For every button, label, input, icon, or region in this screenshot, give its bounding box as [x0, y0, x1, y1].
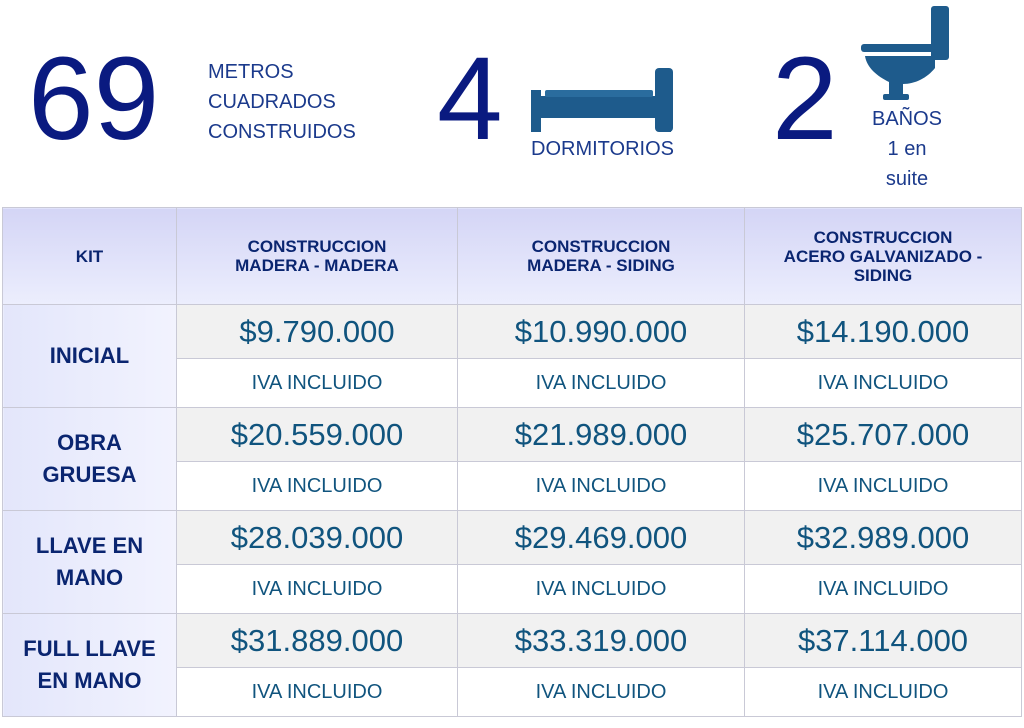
price-cell: $28.039.000 [176, 510, 458, 565]
area-caption: METROS CUADRADOS CONSTRUIDOS [208, 57, 408, 147]
table-row: INICIAL $9.790.000 $10.990.000 $14.190.0… [2, 304, 1022, 408]
iva-note: IVA INCLUIDO [457, 667, 745, 717]
price-cell: $20.559.000 [176, 407, 458, 462]
table-row: FULL LLAVE EN MANO $31.889.000 $33.319.0… [2, 613, 1022, 717]
table-header-row: KIT CONSTRUCCION MADERA - MADERA CONSTRU… [2, 207, 1022, 305]
kit-label-line: INICIAL [49, 343, 130, 368]
price-cell: $10.990.000 [457, 304, 745, 359]
iva-note: IVA INCLUIDO [176, 461, 458, 511]
kit-label-line: FULL LLAVE [23, 636, 156, 661]
header-line: ACERO GALVANIZADO - [783, 246, 983, 266]
iva-note: IVA INCLUIDO [176, 667, 458, 717]
header-line: CONSTRUCCION [813, 227, 953, 247]
header-line: CONSTRUCCION [531, 237, 671, 256]
area-caption-line: CONSTRUIDOS [208, 121, 356, 143]
kit-label: LLAVE EN MANO [2, 510, 177, 614]
price-cell: $9.790.000 [176, 304, 458, 359]
iva-note: IVA INCLUIDO [457, 564, 745, 614]
table-row: OBRA GRUESA $20.559.000 $21.989.000 $25.… [2, 407, 1022, 511]
kit-label-line: GRUESA [42, 462, 137, 487]
kit-label-line: EN MANO [37, 668, 142, 693]
iva-note: IVA INCLUIDO [744, 358, 1022, 408]
price-cell: $21.989.000 [457, 407, 745, 462]
bathrooms-caption-line: suite [885, 168, 929, 190]
price-cell: $25.707.000 [744, 407, 1022, 462]
kit-label: INICIAL [2, 304, 177, 408]
iva-note: IVA INCLUIDO [744, 564, 1022, 614]
table-row: IVA INCLUIDO IVA INCLUIDO IVA INCLUIDO [3, 564, 1022, 614]
bedrooms-number: 4 [437, 33, 503, 165]
area-caption-line: CUADRADOS [208, 91, 336, 113]
iva-note: IVA INCLUIDO [176, 564, 458, 614]
header-line: CONSTRUCCION [247, 237, 387, 256]
bathrooms-number: 2 [772, 33, 838, 165]
price-cell: $32.989.000 [744, 510, 1022, 565]
price-table: KIT CONSTRUCCION MADERA - MADERA CONSTRU… [2, 207, 1022, 717]
header-line: MADERA - SIDING [527, 256, 675, 275]
price-cell: $29.469.000 [457, 510, 745, 565]
header-line: SIDING [853, 265, 913, 285]
header-acero-siding: CONSTRUCCION ACERO GALVANIZADO - SIDING [744, 207, 1022, 305]
bathrooms-caption-line: 1 en [887, 138, 927, 160]
summary-banner: 69 METROS CUADRADOS CONSTRUIDOS 4 DORMIT… [0, 0, 1024, 205]
iva-note: IVA INCLUIDO [176, 358, 458, 408]
header-kit: KIT [2, 207, 177, 305]
bathrooms-caption: BAÑOS 1 en suite [852, 104, 962, 194]
kit-label: FULL LLAVE EN MANO [2, 613, 177, 717]
kit-label-line: OBRA [57, 430, 122, 455]
area-caption-line: METROS [208, 61, 294, 83]
iva-note: IVA INCLUIDO [457, 358, 745, 408]
table-row: LLAVE EN MANO $28.039.000 $29.469.000 $3… [2, 510, 1022, 614]
iva-note: IVA INCLUIDO [744, 461, 1022, 511]
bedrooms-caption: DORMITORIOS [531, 138, 674, 160]
kit-label-line: LLAVE EN [35, 533, 144, 558]
table-row: IVA INCLUIDO IVA INCLUIDO IVA INCLUIDO [3, 358, 1022, 408]
iva-note: IVA INCLUIDO [744, 667, 1022, 717]
kit-label: OBRA GRUESA [2, 407, 177, 511]
toilet-icon [861, 6, 949, 100]
price-cell: $37.114.000 [744, 613, 1022, 668]
header-madera-siding: CONSTRUCCION MADERA - SIDING [457, 207, 745, 305]
table-row: IVA INCLUIDO IVA INCLUIDO IVA INCLUIDO [3, 461, 1022, 511]
table-row: IVA INCLUIDO IVA INCLUIDO IVA INCLUIDO [3, 667, 1022, 717]
kit-label-line: MANO [55, 565, 124, 590]
iva-note: IVA INCLUIDO [457, 461, 745, 511]
price-cell: $31.889.000 [176, 613, 458, 668]
price-cell: $33.319.000 [457, 613, 745, 668]
header-madera-madera: CONSTRUCCION MADERA - MADERA [176, 207, 458, 305]
area-number: 69 [28, 33, 160, 165]
header-line: MADERA - MADERA [235, 256, 399, 275]
bathrooms-caption-line: BAÑOS [871, 108, 943, 130]
price-cell: $14.190.000 [744, 304, 1022, 359]
bed-icon [531, 68, 673, 132]
